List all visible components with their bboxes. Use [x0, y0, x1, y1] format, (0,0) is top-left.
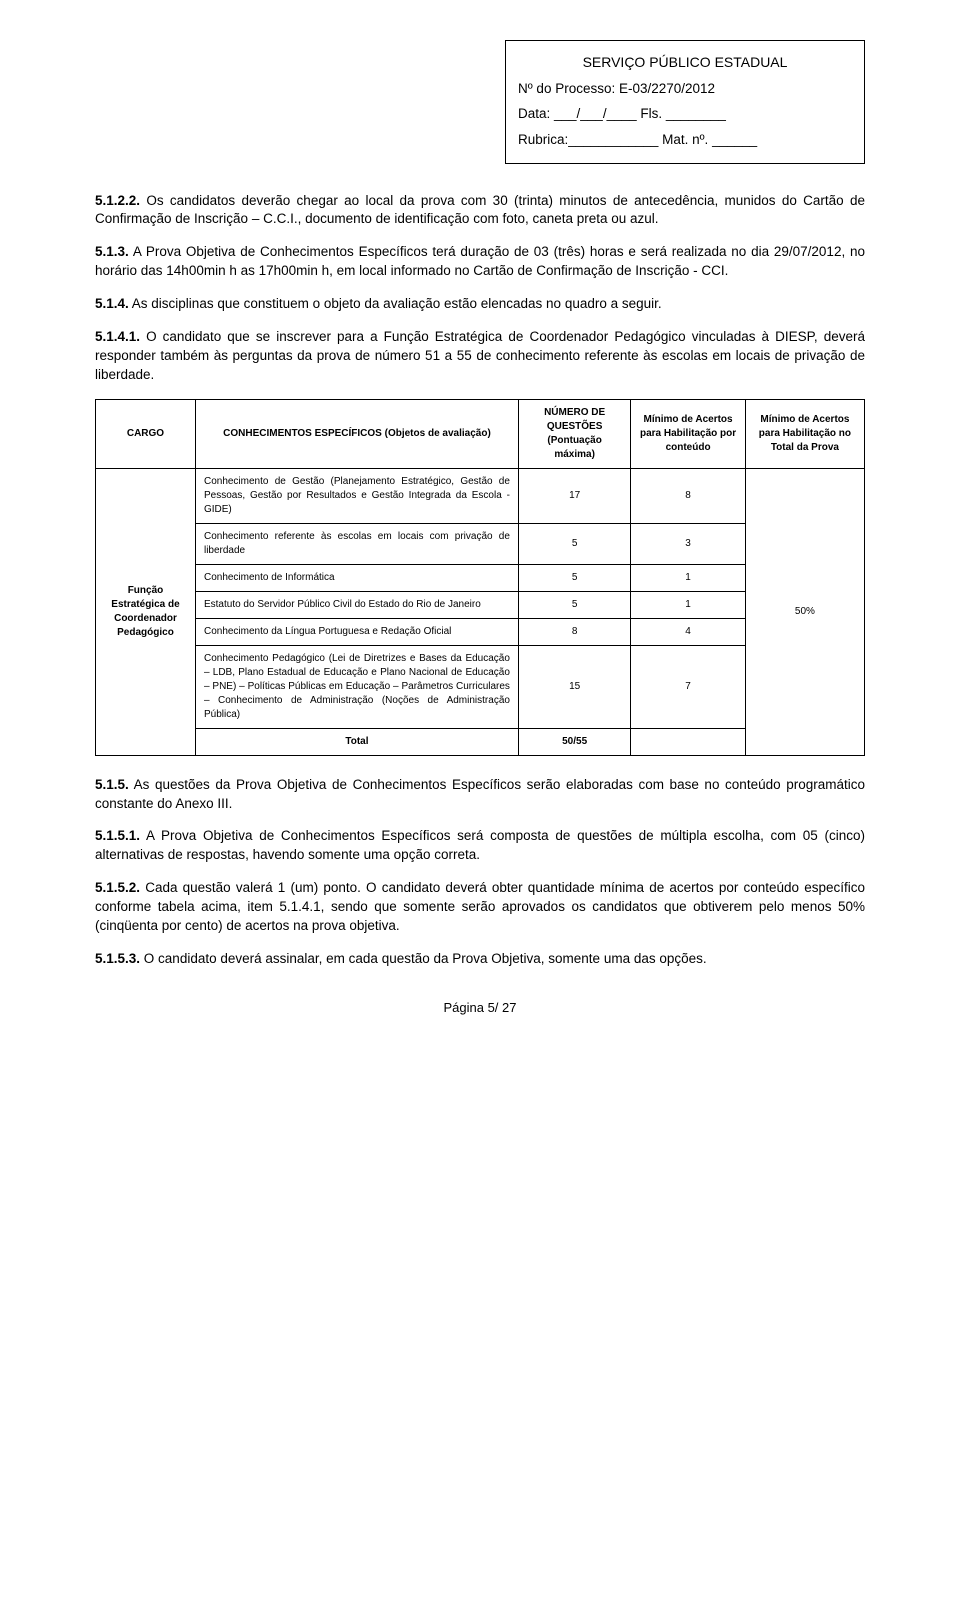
num-5-1-5: 5.1.5.	[95, 777, 129, 792]
text-5-1-5-1: A Prova Objetiva de Conhecimentos Especí…	[95, 828, 865, 862]
header-box: SERVIÇO PÚBLICO ESTADUAL Nº do Processo:…	[505, 40, 865, 164]
cell-min2: 50%	[745, 468, 864, 755]
text-5-1-4-1: O candidato que se inscrever para a Funç…	[95, 329, 865, 382]
cell-desc: Conhecimento referente às escolas em loc…	[195, 523, 518, 564]
paragraph-5-1-2-2: 5.1.2.2. Os candidatos deverão chegar ao…	[95, 192, 865, 230]
text-5-1-5-2: Cada questão valerá 1 (um) ponto. O cand…	[95, 880, 865, 933]
paragraph-5-1-5-2: 5.1.5.2. Cada questão valerá 1 (um) pont…	[95, 879, 865, 936]
text-5-1-4: As disciplinas que constituem o objeto d…	[129, 296, 662, 311]
cell-total-m	[631, 728, 746, 755]
num-5-1-5-3: 5.1.5.3.	[95, 951, 140, 966]
cell-m: 1	[631, 564, 746, 591]
cell-q: 17	[518, 468, 630, 523]
paragraph-5-1-5-1: 5.1.5.1. A Prova Objetiva de Conheciment…	[95, 827, 865, 865]
text-5-1-3: A Prova Objetiva de Conhecimentos Especí…	[95, 244, 865, 278]
cell-m: 7	[631, 645, 746, 728]
cell-q: 5	[518, 564, 630, 591]
th-min1: Mínimo de Acertos para Habilitação por c…	[631, 399, 746, 468]
cell-desc: Conhecimento de Informática	[195, 564, 518, 591]
table-row: Função Estratégica de Coordenador Pedagó…	[96, 468, 865, 523]
header-title: SERVIÇO PÚBLICO ESTADUAL	[518, 49, 852, 76]
cell-m: 3	[631, 523, 746, 564]
table-header-row: CARGO CONHECIMENTOS ESPECÍFICOS (Objetos…	[96, 399, 865, 468]
num-5-1-3: 5.1.3.	[95, 244, 129, 259]
text-5-1-5: As questões da Prova Objetiva de Conheci…	[95, 777, 865, 811]
paragraph-5-1-3: 5.1.3. A Prova Objetiva de Conhecimentos…	[95, 243, 865, 281]
text-5-1-2-2: Os candidatos deverão chegar ao local da…	[95, 193, 865, 227]
th-cargo: CARGO	[96, 399, 196, 468]
cell-q: 8	[518, 618, 630, 645]
header-rubrica: Rubrica:____________ Mat. nº. ______	[518, 127, 852, 153]
cell-m: 8	[631, 468, 746, 523]
paragraph-5-1-5: 5.1.5. As questões da Prova Objetiva de …	[95, 776, 865, 814]
cell-cargo: Função Estratégica de Coordenador Pedagó…	[96, 468, 196, 755]
text-5-1-5-3: O candidato deverá assinalar, em cada qu…	[140, 951, 707, 966]
cell-total-q: 50/55	[518, 728, 630, 755]
num-5-1-5-1: 5.1.5.1.	[95, 828, 140, 843]
cell-desc: Conhecimento de Gestão (Planejamento Est…	[195, 468, 518, 523]
header-processo: Nº do Processo: E-03/2270/2012	[518, 76, 852, 102]
spec-table: CARGO CONHECIMENTOS ESPECÍFICOS (Objetos…	[95, 399, 865, 756]
cell-desc: Conhecimento da Língua Portuguesa e Reda…	[195, 618, 518, 645]
cell-desc: Estatuto do Servidor Público Civil do Es…	[195, 591, 518, 618]
cell-desc: Conhecimento Pedagógico (Lei de Diretriz…	[195, 645, 518, 728]
paragraph-5-1-4-1: 5.1.4.1. O candidato que se inscrever pa…	[95, 328, 865, 385]
th-conhec: CONHECIMENTOS ESPECÍFICOS (Objetos de av…	[195, 399, 518, 468]
th-numq: NÚMERO DE QUESTÕES (Pontuação máxima)	[518, 399, 630, 468]
num-5-1-4: 5.1.4.	[95, 296, 129, 311]
header-data: Data: ___/___/____ Fls. ________	[518, 101, 852, 127]
th-min2: Mínimo de Acertos para Habilitação no To…	[745, 399, 864, 468]
cell-m: 1	[631, 591, 746, 618]
num-5-1-5-2: 5.1.5.2.	[95, 880, 140, 895]
num-5-1-2-2: 5.1.2.2.	[95, 193, 140, 208]
cell-q: 15	[518, 645, 630, 728]
paragraph-5-1-4: 5.1.4. As disciplinas que constituem o o…	[95, 295, 865, 314]
cell-m: 4	[631, 618, 746, 645]
cell-q: 5	[518, 523, 630, 564]
cell-total-label: Total	[195, 728, 518, 755]
paragraph-5-1-5-3: 5.1.5.3. O candidato deverá assinalar, e…	[95, 950, 865, 969]
cell-q: 5	[518, 591, 630, 618]
page-footer: Página 5/ 27	[95, 999, 865, 1017]
num-5-1-4-1: 5.1.4.1.	[95, 329, 140, 344]
